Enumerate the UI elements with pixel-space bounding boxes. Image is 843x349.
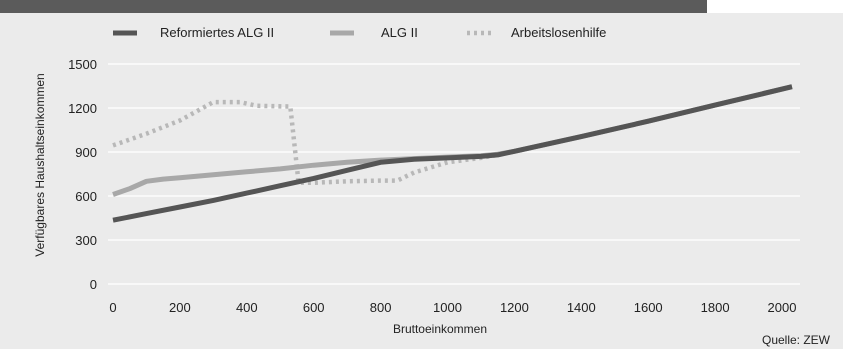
y-tick-label-1200: 1200 [68,101,97,116]
x-tick-label-200: 200 [169,300,191,315]
x-tick-label-600: 600 [303,300,325,315]
y-tick-label-900: 900 [75,145,97,160]
series-line-reformiertes-alg-ii [112,84,793,223]
source-label: Quelle: ZEW [762,333,831,347]
y-tick-label-300: 300 [75,233,97,248]
top-band-white-segment [707,0,843,13]
series-line-alg-ii [112,84,793,197]
x-tick-label-1600: 1600 [634,300,663,315]
x-axis-title: Bruttoeinkommen [393,322,487,336]
x-tick-label-0: 0 [109,300,116,315]
x-tick-label-800: 800 [370,300,392,315]
y-axis-title: Verfügbares Haushaltseinkommen [33,73,47,256]
y-tick-label-1500: 1500 [68,57,97,72]
series-line-arbeitslosenhilfe [112,99,515,186]
x-tick-label-2000: 2000 [768,300,797,315]
x-tick-label-1800: 1800 [701,300,730,315]
series-layer [112,84,793,223]
legend-label-alg-ii: ALG II [381,25,418,40]
x-axis-ticks: 0 200 400 600 800 1000 1200 1400 1600 1800 2000 [109,300,796,315]
y-axis-ticks: 0 300 600 900 1200 1500 [68,57,97,292]
y-tick-label-0: 0 [90,277,97,292]
x-tick-label-1200: 1200 [500,300,529,315]
x-tick-label-1000: 1000 [433,300,462,315]
legend-label-arbeitslosenhilfe: Arbeitslosenhilfe [511,25,606,40]
top-band [0,0,843,13]
legend: Reformiertes ALG II ALG II Arbeitslosenhil… [113,25,606,40]
y-tick-label-600: 600 [75,189,97,204]
x-tick-label-1400: 1400 [567,300,596,315]
x-tick-label-400: 400 [236,300,258,315]
legend-label-reformiertes-alg-ii: Reformiertes ALG II [160,25,274,40]
